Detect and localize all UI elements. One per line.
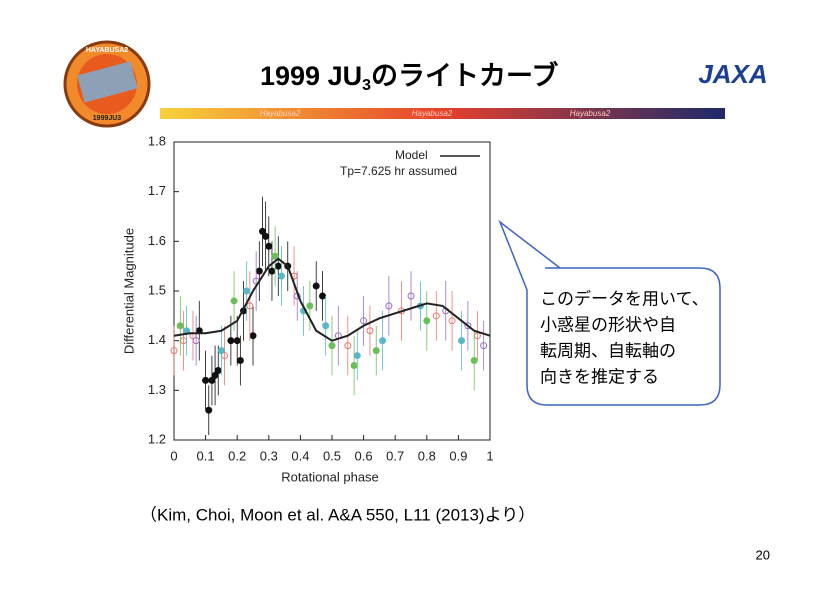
x-tick-label: 0.5 <box>323 448 341 463</box>
data-point <box>423 317 431 325</box>
data-point <box>255 267 263 275</box>
data-point <box>360 317 368 325</box>
x-tick-label: 0.4 <box>291 448 309 463</box>
data-point <box>322 322 330 330</box>
data-point <box>271 252 279 260</box>
data-point <box>205 406 213 414</box>
data-point <box>277 272 285 280</box>
data-point <box>366 327 374 335</box>
data-point <box>344 342 352 350</box>
data-point <box>274 262 282 270</box>
data-point <box>372 347 380 355</box>
data-point <box>202 376 210 384</box>
data-point <box>319 292 327 300</box>
citation: （Kim, Choi, Moon et al. A&A 550, L11 (20… <box>140 505 535 524</box>
agency-logo: JAXA <box>698 59 767 89</box>
banner-text: Hayabusa2 <box>260 109 301 118</box>
data-point <box>407 292 415 300</box>
x-tick-label: 0.7 <box>386 448 404 463</box>
data-point <box>350 362 358 369</box>
data-point <box>217 347 225 355</box>
logo-target: 1999JU3 <box>93 115 122 122</box>
slide-title: 1999 JU3のライトカーブ <box>260 60 558 94</box>
callout-line: このデータを用いて、 <box>540 288 709 308</box>
data-point <box>170 347 178 355</box>
data-point <box>353 352 361 360</box>
y-tick-label: 1.5 <box>148 282 166 297</box>
annotation: Tp=7.625 hr assumed <box>340 164 457 178</box>
y-tick-label: 1.2 <box>148 431 166 446</box>
y-tick-label: 1.6 <box>148 233 166 248</box>
data-point <box>176 322 184 330</box>
data-point <box>243 287 251 295</box>
y-tick-label: 1.7 <box>148 183 166 198</box>
data-point <box>214 366 222 374</box>
y-tick-label: 1.4 <box>148 332 166 347</box>
data-point <box>249 332 257 340</box>
data-point <box>265 242 273 250</box>
data-point <box>448 317 456 325</box>
data-point <box>312 282 320 290</box>
data-point <box>262 232 270 240</box>
callout-line: 転周期、自転軸の <box>540 341 676 360</box>
title-rest: のライトカーブ <box>371 60 558 91</box>
x-axis-label: Rotational phase <box>281 469 379 484</box>
model-line <box>173 257 491 342</box>
data-point <box>306 302 314 310</box>
page-number: 20 <box>756 547 770 562</box>
logo-spacecraft <box>77 61 138 103</box>
banner-text: Hayabusa2 <box>412 109 453 118</box>
data-point <box>432 312 440 320</box>
legend-label: Model <box>395 148 428 162</box>
data-point <box>328 342 336 350</box>
data-point <box>268 267 276 275</box>
title-main: 1999 JU <box>260 61 362 91</box>
callout-line: 向きを推定する <box>540 367 659 386</box>
data-point <box>236 357 244 365</box>
data-point <box>192 337 200 345</box>
x-tick-label: 0.9 <box>449 448 467 463</box>
banner-text: Hayabusa2 <box>570 109 611 118</box>
data-point <box>227 337 235 345</box>
data-point <box>233 337 241 345</box>
y-axis-label: Differential Magnitude <box>121 228 136 354</box>
data-point <box>464 322 472 330</box>
plot-frame <box>173 141 491 441</box>
x-tick-label: 1 <box>486 448 493 463</box>
logo-text: HAYABUSA2 <box>86 47 128 54</box>
callout-box <box>498 219 721 406</box>
data-point <box>458 337 466 345</box>
x-tick-label: 0.2 <box>228 448 246 463</box>
data-point <box>230 297 238 305</box>
callout-line: 小惑星の形状や自 <box>540 315 676 334</box>
x-tick-label: 0 <box>170 448 177 463</box>
y-tick-label: 1.3 <box>148 382 166 397</box>
data-point <box>385 302 393 310</box>
x-tick-label: 0.3 <box>260 448 278 463</box>
banner <box>160 108 725 119</box>
data-point <box>470 357 478 365</box>
data-point <box>379 337 387 345</box>
x-tick-label: 0.1 <box>197 448 215 463</box>
x-tick-label: 0.8 <box>418 448 436 463</box>
y-tick-label: 1.8 <box>148 133 166 148</box>
x-tick-label: 0.6 <box>355 448 373 463</box>
title-sub: 3 <box>362 77 371 94</box>
data-point <box>480 342 488 350</box>
